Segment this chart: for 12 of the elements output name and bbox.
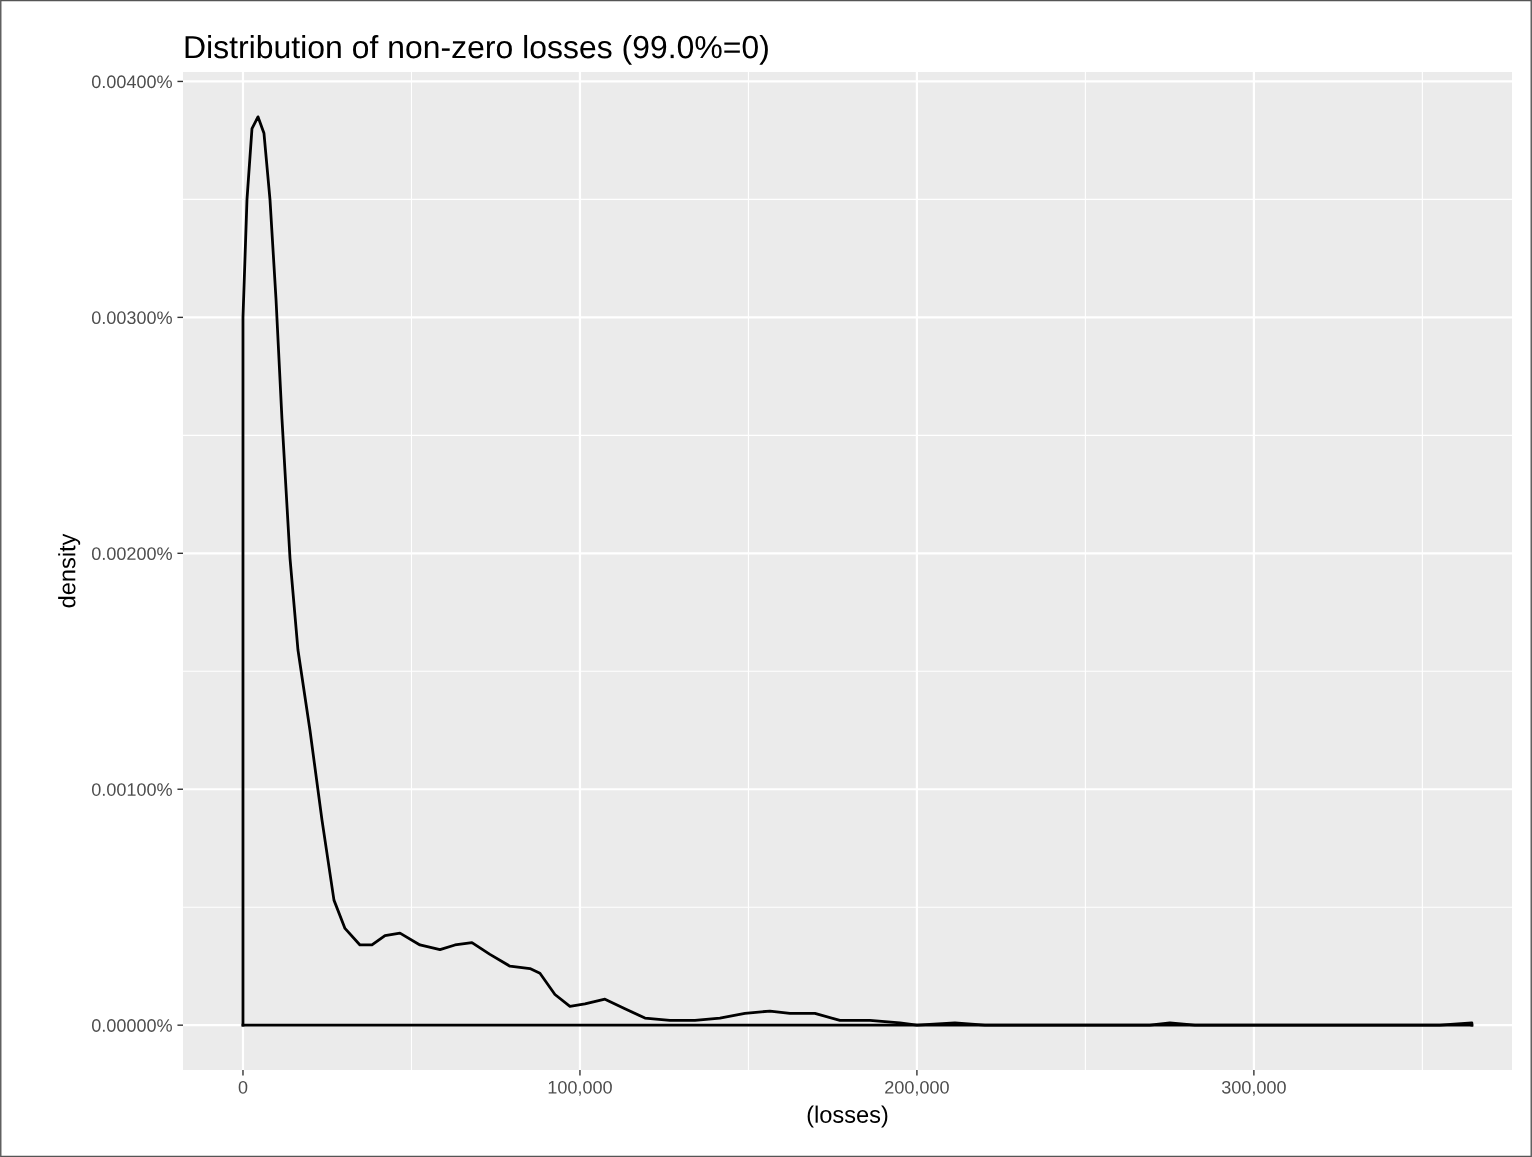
y-tick-label: 0.00100% [91,783,172,796]
x-axis-title: (losses) [807,1105,888,1128]
x-tick-label: 200,000 [885,1080,949,1096]
x-tick-label: 100,000 [548,1080,612,1096]
y-tick-label: 0.00400% [91,75,172,89]
y-axis-title: density [58,533,81,608]
y-tick-label: 0.00300% [91,311,172,325]
x-tick-label: 0 [238,1080,248,1094]
x-tick-label: 300,000 [1221,1080,1286,1096]
y-tick-label: 0.00200% [91,547,172,561]
chart-title: Distribution of non-zero losses (99.0%=0) [185,34,768,65]
y-tick-label: 0.00000% [91,1019,172,1032]
